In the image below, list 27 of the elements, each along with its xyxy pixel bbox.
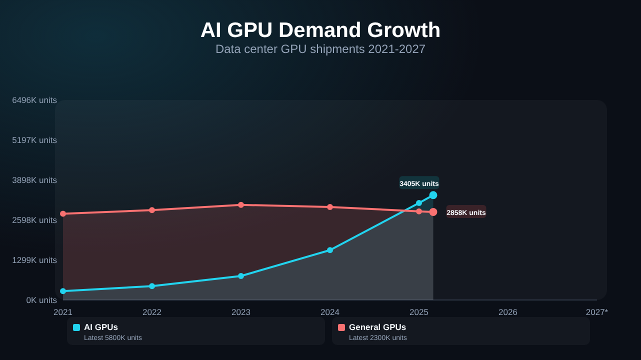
x-tick-label: 2022	[142, 307, 162, 317]
x-tick-label: 2026	[498, 307, 518, 317]
point	[60, 288, 66, 294]
legend-label: AI GPUs	[84, 322, 118, 332]
y-tick-label: 5197K units	[12, 134, 57, 145]
x-tick-label: 2025	[410, 307, 429, 317]
point	[327, 204, 333, 210]
x-tick-label: 2023	[232, 307, 251, 317]
point	[416, 208, 422, 214]
chart-subtitle: Data center GPU shipments 2021-2027	[215, 42, 426, 56]
legend-label: General GPUs	[349, 322, 406, 332]
x-tick-label: 2021	[54, 307, 73, 317]
point	[149, 283, 155, 290]
y-tick-label: 6496K units	[12, 95, 57, 105]
chart-title: AI GPU Demand Growth	[200, 19, 441, 42]
point	[238, 202, 244, 208]
x-tick-label: 2024	[320, 307, 340, 317]
y-tick-label: 0K units	[26, 295, 57, 305]
y-tick-label: 2598K units	[12, 215, 57, 226]
x-tick-label: 2027*	[586, 307, 609, 317]
point	[238, 272, 244, 279]
point	[149, 207, 155, 214]
y-tick-label: 3898K units	[12, 174, 57, 185]
point	[416, 200, 422, 206]
point	[60, 210, 66, 217]
y-tick-label: 1299K units	[12, 255, 57, 266]
point	[327, 247, 333, 254]
